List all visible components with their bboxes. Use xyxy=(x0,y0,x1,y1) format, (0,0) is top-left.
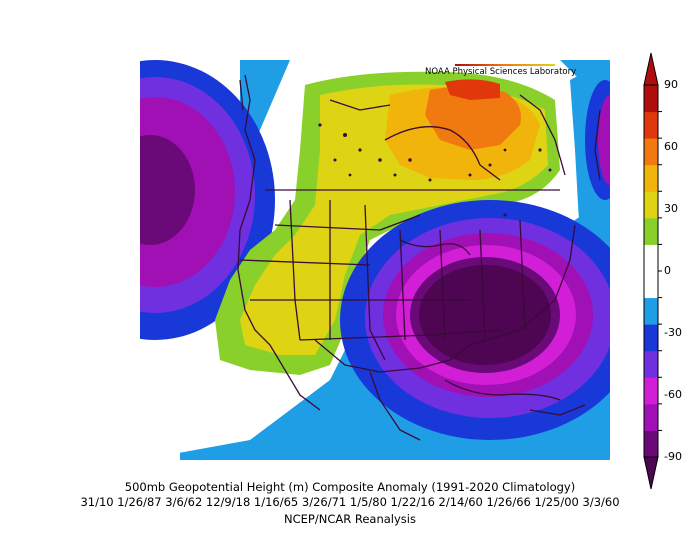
colorbar-segment xyxy=(644,111,658,139)
colorbar-segment xyxy=(644,164,658,192)
colorbar-tick-minus60: -60 xyxy=(664,388,682,401)
colorbar-segment xyxy=(644,350,658,378)
anomaly-field xyxy=(140,60,610,460)
colorbar-tick-minus30: -30 xyxy=(664,326,682,339)
colorbar-segment xyxy=(644,271,658,299)
colorbar-segment xyxy=(644,217,658,245)
composite-dates: 31/10 1/26/87 3/6/62 12/9/18 1/16/65 3/2… xyxy=(80,495,620,509)
colorbar xyxy=(643,52,662,490)
colorbar-tick-60: 60 xyxy=(664,140,678,153)
colorbar-segment xyxy=(644,430,658,458)
colorbar-segment xyxy=(644,297,658,325)
credit-text: NOAA Physical Sciences Laboratory xyxy=(425,67,577,77)
colorbar-segment xyxy=(644,377,658,405)
colorbar-max-arrow xyxy=(643,52,659,86)
colorbar-segment xyxy=(644,191,658,219)
colorbar-tick-0: 0 xyxy=(664,264,671,277)
colorbar-segment xyxy=(644,324,658,352)
colorbar-tick-minus90: -90 xyxy=(664,450,682,463)
colorbar-tick-30: 30 xyxy=(664,202,678,215)
colorbar-tick-90: 90 xyxy=(664,78,678,91)
colorbar-segment xyxy=(644,85,658,113)
colorbar-segment xyxy=(644,244,658,272)
colorbar-segment xyxy=(644,403,658,431)
map-title: 500mb Geopotential Height (m) Composite … xyxy=(124,480,576,494)
colorbar-segment xyxy=(644,138,658,166)
data-source: NCEP/NCAR Reanalysis xyxy=(284,512,416,526)
